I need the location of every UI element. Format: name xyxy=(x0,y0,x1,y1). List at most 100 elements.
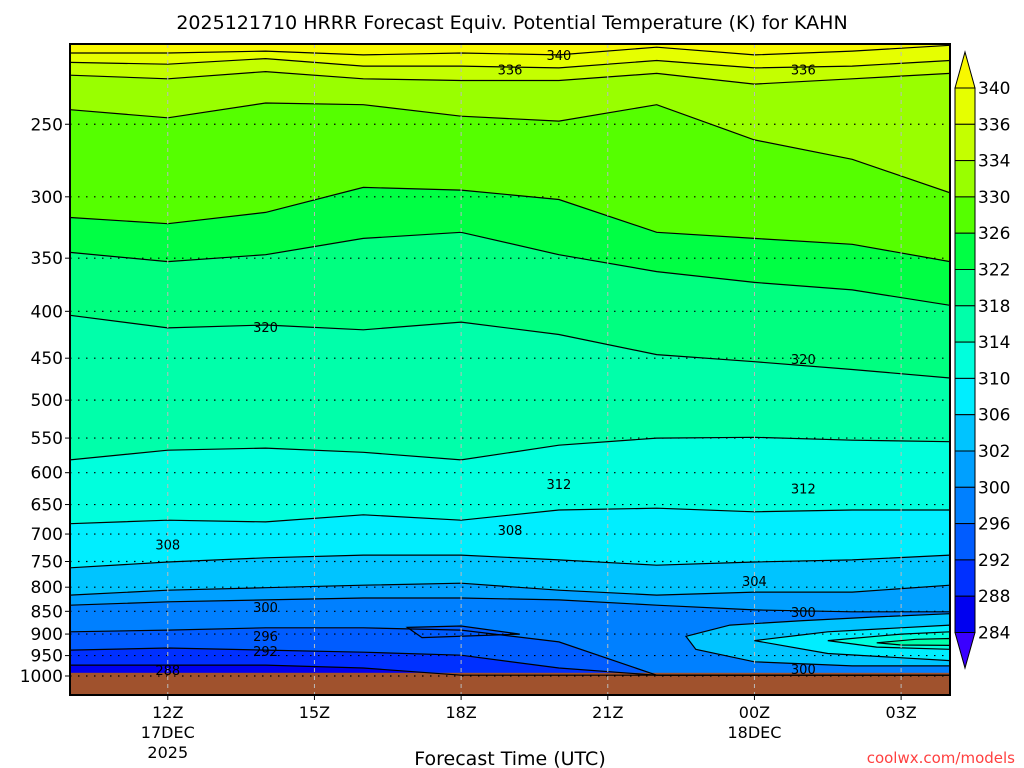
contour-label: 320 xyxy=(253,321,278,336)
colorbar-tick-label: 306 xyxy=(978,406,1010,426)
pressure-tick-label: 700 xyxy=(31,525,63,545)
pressure-tick-label: 250 xyxy=(31,115,63,135)
pressure-tick-label: 800 xyxy=(31,578,63,598)
chart-title: 2025121710 HRRR Forecast Equiv. Potentia… xyxy=(176,12,847,34)
contour-labels: 340 336 336 320 320 312 312 308 308 304 300 300 300 2… xyxy=(155,49,815,679)
pressure-tick-label: 300 xyxy=(31,188,63,208)
pressure-tick-label: 850 xyxy=(31,602,63,622)
pressure-tick-label: 350 xyxy=(31,249,63,269)
colorbar-box xyxy=(954,595,976,634)
contour-label: 336 xyxy=(791,64,816,79)
contour-label: 300 xyxy=(791,663,816,678)
pressure-tick-label: 500 xyxy=(31,391,63,411)
colorbar-box xyxy=(954,450,976,488)
time-tick-label: 12Z xyxy=(152,703,183,722)
filled-contours xyxy=(70,44,950,695)
colorbar-tick-label: 296 xyxy=(978,515,1010,535)
contour-label: 308 xyxy=(498,524,523,539)
colorbar-box xyxy=(954,559,976,597)
time-tick-label: 17DEC xyxy=(141,723,195,742)
contour-label: 300 xyxy=(253,601,278,616)
closed-contour-line-302 xyxy=(684,613,950,667)
contour-lines xyxy=(70,44,950,676)
contour-line-334 xyxy=(70,70,950,85)
colorbar-box xyxy=(954,87,976,125)
colorbar-tick-label: 288 xyxy=(978,587,1010,607)
contour-line-288 xyxy=(70,664,950,676)
contour-line-310 xyxy=(70,507,950,525)
closed-contour-fill-314 xyxy=(876,638,950,646)
time-tick-label: 2025 xyxy=(147,743,188,762)
plot-frame xyxy=(69,43,951,696)
colorbar-tick-label: 314 xyxy=(978,333,1010,353)
contour-line-330 xyxy=(70,102,950,194)
colorbar-tick-label: 310 xyxy=(978,369,1010,389)
time-tick-label: 18Z xyxy=(445,703,476,722)
contour-line-336 xyxy=(70,57,950,69)
grid-lines xyxy=(70,44,950,695)
closed-contour-line-306 xyxy=(754,624,950,662)
contour-label: 340 xyxy=(546,49,571,64)
pressure-tick-label: 650 xyxy=(31,496,63,516)
pressure-tick-label: 400 xyxy=(31,302,63,322)
contour-line-340 xyxy=(70,44,950,56)
contour-label: 300 xyxy=(791,606,816,621)
colorbar: 340 336 334 330 326 322 318 314 310 306 302 300 296 2… xyxy=(954,50,1010,670)
colorbar-tick-label: 284 xyxy=(978,624,1010,644)
colorbar-tick-label: 330 xyxy=(978,188,1010,208)
time-tick-label: 21Z xyxy=(592,703,623,722)
credit-text[interactable]: coolwx.com/models xyxy=(867,749,1015,767)
colorbar-tick-label: 336 xyxy=(978,115,1010,135)
time-tick-label: 18DEC xyxy=(727,723,781,742)
colorbar-box xyxy=(954,486,976,525)
contour-label: 288 xyxy=(155,664,180,679)
contour-label: 292 xyxy=(253,645,278,660)
colorbar-box xyxy=(954,523,976,561)
colorbar-box xyxy=(954,160,976,198)
pressure-tick-label: 600 xyxy=(31,464,63,484)
colorbar-arrow-bottom xyxy=(954,632,976,670)
contour-line-322 xyxy=(70,231,950,306)
colorbar-box xyxy=(954,123,976,162)
time-tick-label: 00Z xyxy=(739,703,770,722)
contour-line-326 xyxy=(70,186,950,263)
colorbar-tick-label: 300 xyxy=(978,478,1010,498)
colorbar-tick-label: 322 xyxy=(978,261,1010,281)
colorbar-box xyxy=(954,232,976,270)
contour-label: 296 xyxy=(253,630,278,645)
contour-line-300 xyxy=(70,597,950,613)
pressure-tick-label: 450 xyxy=(31,349,63,369)
colorbar-arrow-top xyxy=(954,50,976,89)
pressure-axis: 250 300 350 400 450 500 550 600 650 700 750 800 850 9… xyxy=(20,115,70,687)
contour-label: 304 xyxy=(742,575,767,590)
colorbar-box xyxy=(954,377,976,416)
contour-label: 312 xyxy=(546,478,571,493)
contour-line-318 xyxy=(70,314,950,379)
colorbar-tick-label: 302 xyxy=(978,442,1010,462)
pressure-tick-label: 550 xyxy=(31,429,63,449)
contour-label: 312 xyxy=(791,482,816,497)
colorbar-box xyxy=(954,196,976,234)
colorbar-box xyxy=(954,341,976,379)
closed-contour-line-310 xyxy=(827,631,950,650)
colorbar-box xyxy=(954,269,976,307)
colorbar-box xyxy=(954,414,976,452)
time-tick-label: 15Z xyxy=(299,703,330,722)
contour-line-314 xyxy=(70,436,950,461)
colorbar-box xyxy=(954,305,976,343)
colorbar-tick-label: 334 xyxy=(978,152,1010,172)
closed-contour-line-314 xyxy=(876,637,950,647)
closed-contour-line-296 xyxy=(405,625,520,639)
pressure-tick-label: 900 xyxy=(31,625,63,645)
colorbar-tick-label: 326 xyxy=(978,224,1010,244)
ground-fill xyxy=(70,672,950,695)
x-axis-label: Forecast Time (UTC) xyxy=(414,748,605,768)
time-tick-label: 03Z xyxy=(885,703,916,722)
contour-line-306 xyxy=(70,554,950,569)
contour-label: 308 xyxy=(155,539,180,554)
pressure-tick-label: 950 xyxy=(31,647,63,667)
contour-label: 336 xyxy=(498,64,523,79)
colorbar-tick-label: 292 xyxy=(978,551,1010,571)
